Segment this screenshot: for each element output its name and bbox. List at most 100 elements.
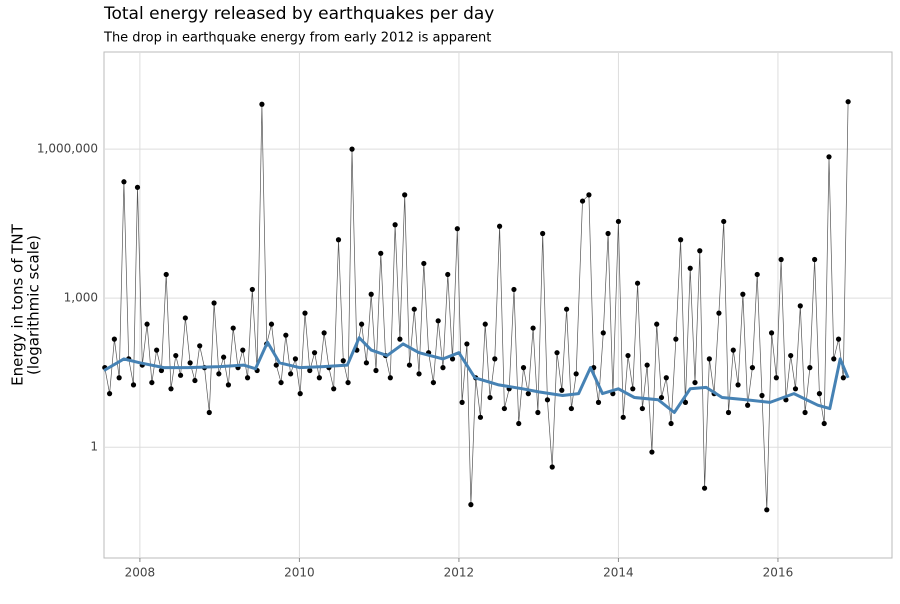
daily-point xyxy=(759,392,765,399)
y-tick-label: 1 xyxy=(90,440,98,454)
daily-point xyxy=(595,399,602,405)
daily-line xyxy=(104,101,849,510)
daily-point xyxy=(826,154,832,160)
daily-point xyxy=(764,507,770,513)
daily-point xyxy=(392,222,398,228)
daily-point xyxy=(154,347,160,353)
daily-point xyxy=(768,330,775,336)
daily-point xyxy=(579,198,586,204)
daily-point xyxy=(464,341,470,347)
daily-point xyxy=(615,218,622,225)
daily-point xyxy=(563,306,570,312)
y-tick-label: 1,000,000 xyxy=(37,142,98,156)
daily-point xyxy=(687,265,693,271)
x-tick-label: 2010 xyxy=(284,566,315,580)
daily-point xyxy=(116,375,122,381)
chart-title: Total energy released by earthquakes per… xyxy=(103,4,494,24)
daily-point xyxy=(149,379,155,386)
daily-point xyxy=(816,391,823,397)
daily-point xyxy=(331,386,337,392)
daily-point xyxy=(835,336,842,342)
daily-point xyxy=(605,230,611,237)
daily-point xyxy=(273,362,279,368)
daily-point xyxy=(268,321,275,327)
daily-point xyxy=(716,310,722,316)
daily-point xyxy=(792,386,799,392)
daily-point xyxy=(278,379,284,386)
daily-point xyxy=(430,379,436,386)
daily-point xyxy=(487,394,493,401)
daily-point xyxy=(697,248,703,254)
daily-point xyxy=(568,405,574,412)
daily-point xyxy=(182,315,188,321)
daily-point xyxy=(340,358,346,364)
daily-point xyxy=(197,343,203,349)
daily-point xyxy=(345,379,351,386)
daily-point xyxy=(359,321,365,327)
daily-point xyxy=(706,356,712,362)
daily-point xyxy=(230,325,236,331)
daily-point xyxy=(297,391,303,397)
daily-point xyxy=(821,420,827,427)
daily-point xyxy=(349,146,355,152)
daily-point xyxy=(730,347,736,353)
daily-point xyxy=(477,414,484,420)
daily-point xyxy=(411,306,417,312)
daily-point xyxy=(373,367,379,374)
daily-point xyxy=(831,356,837,362)
daily-point xyxy=(240,347,246,353)
daily-point xyxy=(130,382,137,388)
daily-point xyxy=(482,321,488,327)
daily-point xyxy=(307,367,313,374)
daily-point xyxy=(634,280,641,286)
trend-line xyxy=(103,336,850,414)
daily-point xyxy=(682,399,689,405)
daily-point xyxy=(421,260,427,267)
daily-point xyxy=(496,223,503,229)
daily-point xyxy=(244,375,251,381)
daily-point xyxy=(658,394,665,401)
daily-point xyxy=(535,409,541,416)
daily-point xyxy=(654,321,660,327)
x-tick-label: 2012 xyxy=(444,566,475,580)
daily-point xyxy=(630,386,636,392)
y-axis-label: Energy in tons of TNT (logarithmic scale… xyxy=(9,223,43,385)
y-label-line: Energy in tons of TNT xyxy=(9,223,27,385)
daily-point xyxy=(754,271,760,278)
daily-point xyxy=(620,414,626,420)
daily-point xyxy=(492,356,498,362)
daily-point xyxy=(106,391,113,397)
daily-point xyxy=(812,256,818,263)
daily-point xyxy=(221,354,227,360)
daily-point xyxy=(168,386,174,392)
daily-point xyxy=(721,218,727,225)
daily-point xyxy=(335,237,342,243)
daily-point xyxy=(840,375,846,381)
daily-point xyxy=(158,367,165,374)
daily-point xyxy=(187,360,193,366)
daily-point xyxy=(586,192,592,198)
daily-point xyxy=(468,502,474,508)
daily-point xyxy=(573,371,579,377)
daily-point xyxy=(211,300,217,306)
daily-point xyxy=(435,318,441,324)
daily-point xyxy=(363,360,370,366)
daily-point xyxy=(520,365,527,371)
daily-point xyxy=(549,464,555,470)
daily-point xyxy=(639,405,645,412)
daily-point xyxy=(225,382,232,388)
daily-point xyxy=(745,402,751,408)
daily-point xyxy=(177,372,184,378)
daily-point xyxy=(144,321,150,327)
y-tick-label: 1,000 xyxy=(64,291,98,305)
daily-point xyxy=(525,391,531,397)
daily-point xyxy=(501,405,507,412)
daily-point xyxy=(678,237,684,243)
daily-point xyxy=(511,286,517,293)
plot-area xyxy=(103,51,893,559)
daily-point xyxy=(600,330,606,336)
daily-point xyxy=(668,420,674,427)
daily-point xyxy=(749,365,756,371)
daily-point xyxy=(530,325,536,331)
